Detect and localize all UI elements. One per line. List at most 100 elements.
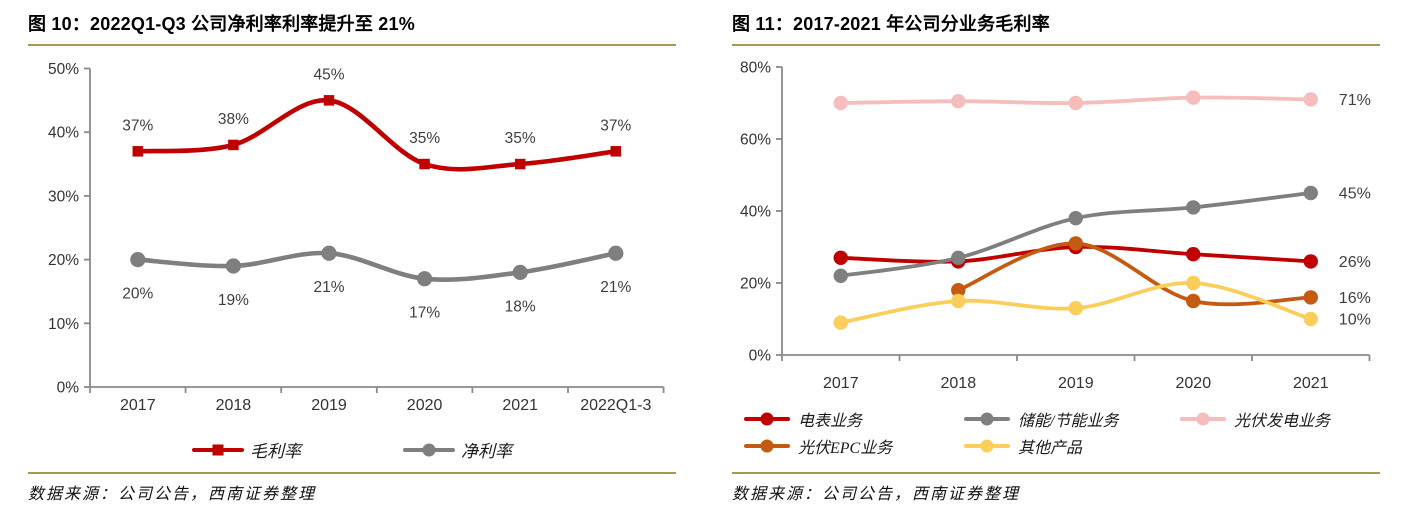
legend-circle-marker-icon (760, 412, 774, 426)
point-value-label: 19% (218, 292, 249, 309)
data-point-circle-3 (1303, 290, 1318, 305)
x-category-label: 2021 (502, 397, 538, 414)
data-point-circle-4 (1068, 301, 1083, 316)
data-point-circle-1 (951, 250, 966, 265)
series-end-value-label: 26% (1339, 254, 1371, 271)
legend-item-0: 电表业务 (744, 407, 964, 431)
legend-circle-marker-icon (980, 439, 994, 453)
source-divider-rule (28, 472, 676, 474)
legend-label: 光伏EPC业务 (798, 440, 893, 457)
data-point-circle-0 (1186, 247, 1201, 262)
y-tick-label: 20% (740, 276, 771, 293)
y-tick-label: 20% (48, 252, 79, 269)
data-point-circle-2 (1186, 90, 1201, 105)
legend-item-2: 光伏发电业务 (1180, 407, 1330, 431)
legend-label: 电表业务 (798, 413, 863, 430)
legend-item-4: 其他产品 (964, 434, 1180, 458)
data-point-square-0 (419, 158, 430, 170)
point-value-label: 18% (505, 298, 536, 315)
data-point-circle-4 (1303, 311, 1318, 327)
legend-label: 储能/节能业务 (1018, 413, 1119, 430)
data-point-circle-2 (1303, 92, 1318, 107)
data-point-circle-1 (130, 252, 146, 268)
data-point-circle-1 (225, 258, 241, 274)
x-category-label: 2018 (216, 397, 252, 414)
data-point-circle-2 (833, 95, 848, 111)
series-line-3 (956, 241, 1313, 307)
point-value-label: 21% (313, 279, 344, 296)
series-end-value-label: 16% (1339, 290, 1371, 307)
x-category-label: 2022Q1-3 (580, 397, 651, 414)
x-category-label: 2020 (1176, 375, 1212, 392)
segment-gross-margin-line-chart: 0% 20% 40% 60% 80% 2017 2018 2019 2020 2021 26% 45%… (740, 60, 1371, 393)
legend-marker-line (1180, 412, 1226, 426)
data-point-circle-1 (512, 264, 528, 280)
data-point-circle-1 (1303, 185, 1318, 201)
y-tick-label: 0% (57, 380, 80, 397)
source-note: 数据来源：公司公告，西南证券整理 (732, 486, 1021, 503)
y-tick-label: 50% (48, 61, 79, 78)
y-tick-label: 40% (48, 125, 79, 142)
point-value-label: 37% (122, 117, 153, 134)
legend-circle-marker-icon (980, 412, 994, 426)
data-point-circle-1 (608, 245, 624, 261)
data-point-square-0 (132, 146, 144, 157)
data-point-circle-4 (833, 315, 848, 330)
data-point-circle-4 (1186, 275, 1201, 291)
x-category-label: 2019 (1058, 375, 1094, 392)
data-point-circle-1 (321, 245, 337, 261)
data-point-square-0 (610, 146, 622, 157)
series-end-value-label: 71% (1339, 92, 1371, 109)
legend-circle-marker-icon (1196, 412, 1210, 426)
legend-item-3: 光伏EPC业务 (744, 434, 964, 458)
y-tick-label: 40% (740, 204, 771, 221)
x-category-label: 2017 (120, 397, 156, 414)
legend-marker-line (744, 412, 790, 426)
legend-label: 其他产品 (1018, 440, 1083, 457)
data-point-circle-0 (1303, 254, 1318, 269)
data-point-circle-2 (951, 94, 966, 109)
legend-item-0: 毛利率 (192, 437, 301, 462)
legend-marker-line (744, 439, 790, 453)
legend-square-marker-icon (212, 444, 224, 455)
data-point-square-0 (228, 139, 239, 151)
x-category-label: 2017 (823, 375, 859, 392)
y-tick-label: 60% (740, 132, 771, 149)
point-value-label: 37% (600, 117, 631, 134)
data-point-circle-1 (1068, 211, 1083, 226)
data-point-square-0 (323, 95, 335, 106)
data-point-circle-0 (833, 250, 848, 265)
figure-10-title: 图 10：2022Q1-Q3 公司净利率利率提升至 21% (28, 14, 415, 34)
legend-marker-line (964, 412, 1010, 426)
legend-item-1: 净利率 (403, 437, 512, 462)
y-tick-label: 80% (740, 60, 771, 77)
x-category-label: 2019 (311, 397, 347, 414)
data-point-circle-3 (1186, 293, 1201, 309)
y-tick-label: 10% (48, 316, 79, 333)
point-value-label: 38% (218, 111, 249, 128)
data-point-circle-1 (1186, 200, 1201, 215)
series-line-1 (838, 191, 1313, 278)
data-point-circle-2 (1068, 95, 1083, 111)
point-value-label: 17% (409, 305, 440, 322)
x-category-label: 2021 (1293, 375, 1329, 392)
point-value-label: 35% (409, 130, 440, 147)
legend-marker-line (403, 443, 455, 456)
figure-11-legend: 电表业务 储能/节能业务 光伏发电业务光伏EPC业务 其他产品 (744, 407, 1330, 458)
source-divider-rule (732, 472, 1380, 474)
figure-11-panel: 图 11：2017-2021 年公司分业务毛利率 0% 20% 40% 60% 80% 2… (704, 0, 1408, 519)
legend-label: 光伏发电业务 (1234, 413, 1331, 430)
title-divider-rule (732, 44, 1380, 46)
source-note: 数据来源：公司公告，西南证券整理 (28, 486, 317, 503)
data-point-square-0 (514, 158, 526, 170)
series-end-value-label: 10% (1339, 312, 1371, 329)
point-value-label: 21% (600, 279, 631, 296)
series-end-value-label: 45% (1339, 186, 1371, 203)
legend-label: 净利率 (461, 442, 512, 461)
data-point-circle-4 (951, 293, 966, 309)
legend-label: 毛利率 (250, 442, 301, 461)
data-point-circle-1 (417, 271, 433, 287)
figure-10-legend: 毛利率 净利率 (0, 437, 704, 462)
figure-10-panel: 图 10：2022Q1-Q3 公司净利率利率提升至 21% 0% 10% 20% 30… (0, 14, 704, 503)
